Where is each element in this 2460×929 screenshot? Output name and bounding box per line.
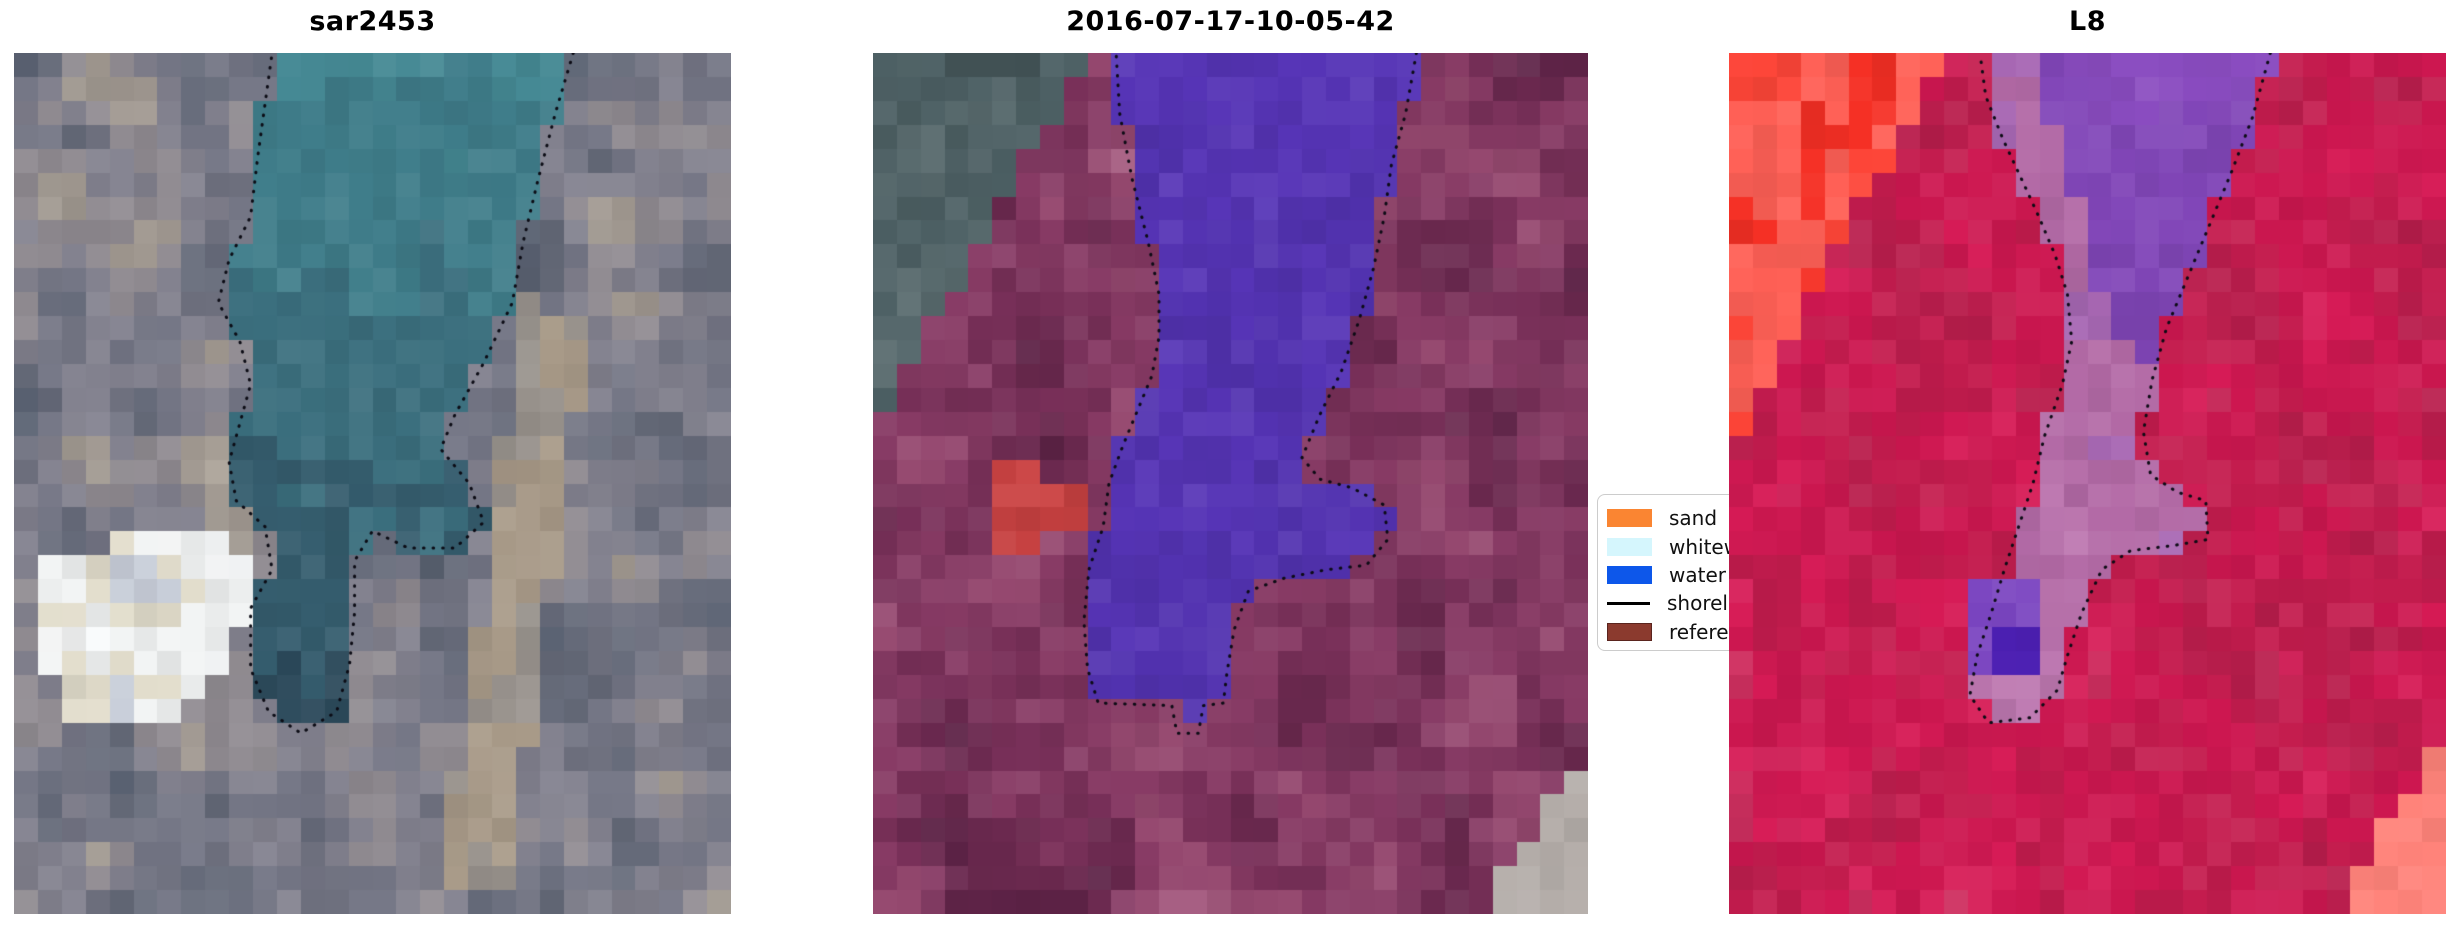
sand-swatch (1607, 509, 1652, 528)
classified-image (873, 53, 1588, 914)
sand-label: sand (1669, 506, 1718, 531)
shoreline-swatch-line (1607, 601, 1650, 605)
l8-image (1729, 53, 2446, 914)
panel-sar2453: sar2453 (14, 0, 731, 929)
whitewater-swatch (1607, 537, 1652, 556)
panel-title-sar2453: sar2453 (309, 6, 436, 37)
legend-item-water: water (1607, 561, 1802, 589)
panel-2016-07-17-10-05-42: 2016-07-17-10-05-42 (873, 0, 1588, 929)
panel-title-l8: L8 (2069, 6, 2106, 37)
water-label: water (1669, 562, 1726, 587)
panel-title-date: 2016-07-17-10-05-42 (1066, 6, 1395, 37)
reference-swatch (1607, 622, 1652, 641)
legend-item-sand: sand (1607, 504, 1802, 532)
panel-l8: L8 (1729, 0, 2446, 929)
water-swatch (1607, 565, 1652, 584)
sar2453-image (14, 53, 731, 914)
